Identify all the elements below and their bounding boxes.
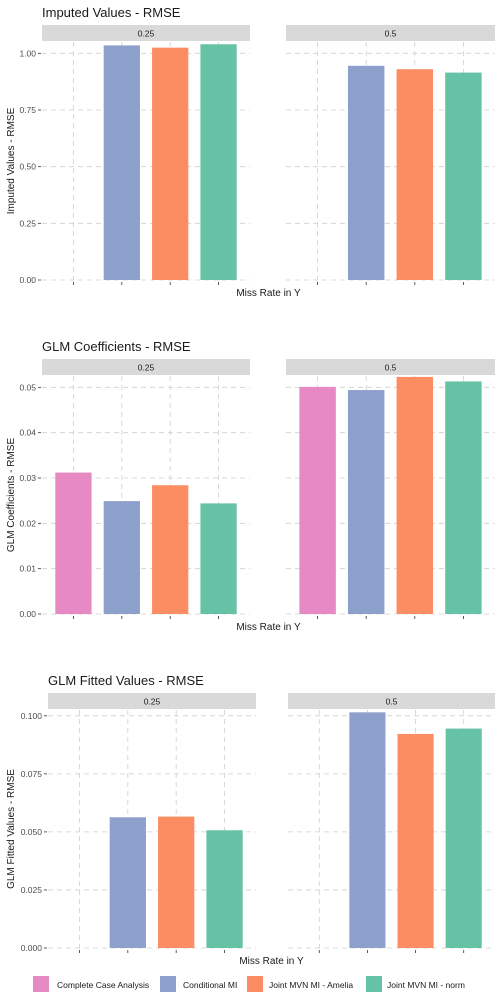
bar: [55, 472, 92, 614]
legend-swatch: [33, 976, 49, 992]
facet-strip: [286, 25, 495, 41]
facet-strip-label: 0.25: [138, 363, 155, 373]
bar: [445, 381, 482, 614]
bar: [103, 45, 140, 281]
y-tick-label: 0.04: [19, 428, 36, 438]
y-tick-label: 0.025: [21, 885, 43, 895]
x-axis-label: Miss Rate in Y: [236, 622, 301, 633]
y-tick-label: 0.000: [21, 943, 43, 953]
bar: [299, 386, 336, 614]
y-tick-label: 0.50: [19, 162, 36, 172]
y-tick-label: 0.00: [19, 609, 36, 619]
facet-strip: [42, 359, 250, 375]
bar: [158, 816, 195, 948]
facet-strip: [42, 25, 250, 41]
bar: [347, 65, 385, 280]
y-tick-label: 0.05: [19, 382, 36, 392]
y-tick-label: 0.02: [19, 518, 36, 528]
y-tick-label: 0.075: [21, 769, 43, 779]
legend-label: Joint MVN MI - Amelia: [269, 980, 353, 990]
legend-label: Joint MVN MI - norm: [387, 980, 465, 990]
y-tick-label: 0.75: [19, 105, 36, 115]
y-tick-label: 0.01: [19, 564, 36, 574]
y-tick-label: 0.100: [21, 711, 43, 721]
bar: [396, 69, 434, 280]
bar: [347, 390, 385, 614]
facet-strip: [286, 359, 495, 375]
y-tick-label: 0.00: [19, 275, 36, 285]
bar: [445, 72, 482, 280]
legend-swatch: [247, 976, 263, 992]
chart-title: GLM Fitted Values - RMSE: [48, 673, 204, 688]
bar: [396, 376, 434, 614]
bar: [200, 503, 237, 614]
bar: [152, 47, 189, 280]
bar: [200, 44, 237, 281]
legend-swatch: [366, 976, 382, 992]
x-axis-label: Miss Rate in Y: [239, 956, 304, 967]
y-axis-label: GLM Fitted Values - RMSE: [6, 769, 17, 889]
y-axis-label: GLM Coefficients - RMSE: [6, 438, 17, 553]
legend-label: Complete Case Analysis: [57, 980, 149, 990]
facet-strip-label: 0.5: [385, 363, 397, 373]
y-tick-label: 1.00: [19, 48, 36, 58]
facet-strip-label: 0.5: [386, 697, 398, 707]
chart-title: GLM Coefficients - RMSE: [42, 339, 191, 354]
facet-strip-label: 0.5: [385, 29, 397, 39]
bar: [349, 712, 386, 948]
facet-strip-label: 0.25: [138, 29, 155, 39]
bar: [103, 501, 140, 614]
facet-strip: [288, 693, 495, 709]
bar: [397, 733, 434, 948]
facet-strip-label: 0.25: [144, 697, 161, 707]
bar: [445, 728, 482, 948]
chart-title: Imputed Values - RMSE: [42, 5, 181, 20]
facet-strip: [48, 693, 256, 709]
x-axis-label: Miss Rate in Y: [236, 288, 301, 299]
y-tick-label: 0.25: [19, 218, 36, 228]
y-tick-label: 0.050: [21, 827, 43, 837]
bar: [206, 830, 243, 948]
bar: [152, 485, 189, 614]
bar: [109, 817, 146, 948]
y-axis-label: Imputed Values - RMSE: [6, 107, 17, 214]
legend-label: Conditional MI: [183, 980, 237, 990]
y-tick-label: 0.03: [19, 473, 36, 483]
legend-swatch: [160, 976, 176, 992]
